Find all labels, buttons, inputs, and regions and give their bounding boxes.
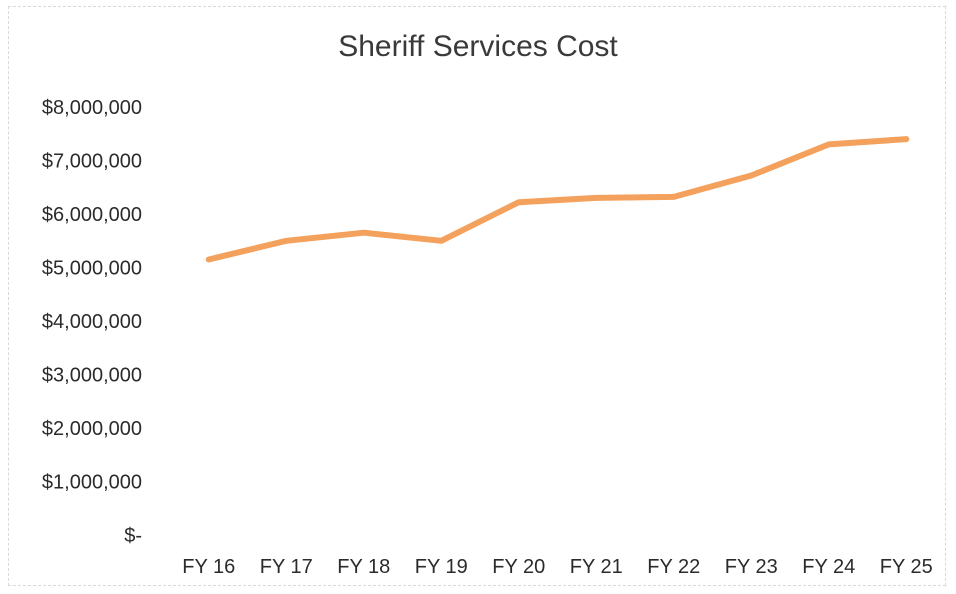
- x-tick-label: FY 16: [182, 556, 235, 578]
- y-tick-label: $6,000,000: [42, 204, 142, 226]
- y-tick-label: $-: [124, 525, 142, 547]
- x-tick-label: FY 23: [725, 556, 778, 578]
- x-tick-label: FY 22: [647, 556, 700, 578]
- x-tick-label: FY 18: [337, 556, 390, 578]
- y-tick-label: $5,000,000: [42, 258, 142, 280]
- y-axis-ticks: $8,000,000 $7,000,000 $6,000,000 $5,000,000…: [42, 97, 142, 547]
- chart-frame: [8, 6, 946, 586]
- x-tick-label: FY 20: [492, 556, 545, 578]
- series-line: [205, 136, 910, 263]
- series-group: [205, 136, 910, 263]
- x-tick-label: FY 19: [415, 556, 468, 578]
- x-tick-label: FY 21: [570, 556, 623, 578]
- chart-title: Sheriff Services Cost: [338, 30, 618, 63]
- y-tick-label: $3,000,000: [42, 365, 142, 387]
- y-tick-label: $2,000,000: [42, 418, 142, 440]
- y-tick-label: $8,000,000: [42, 97, 142, 119]
- x-axis-ticks: FY 16 FY 17 FY 18 FY 19 FY 20 FY 21 FY 22 FY 23…: [182, 556, 933, 578]
- x-tick-label: FY 17: [260, 556, 313, 578]
- y-tick-label: $7,000,000: [42, 151, 142, 173]
- x-tick-label: FY 25: [880, 556, 933, 578]
- x-tick-label: FY 24: [802, 556, 855, 578]
- y-tick-label: $1,000,000: [42, 472, 142, 494]
- y-tick-label: $4,000,000: [42, 311, 142, 333]
